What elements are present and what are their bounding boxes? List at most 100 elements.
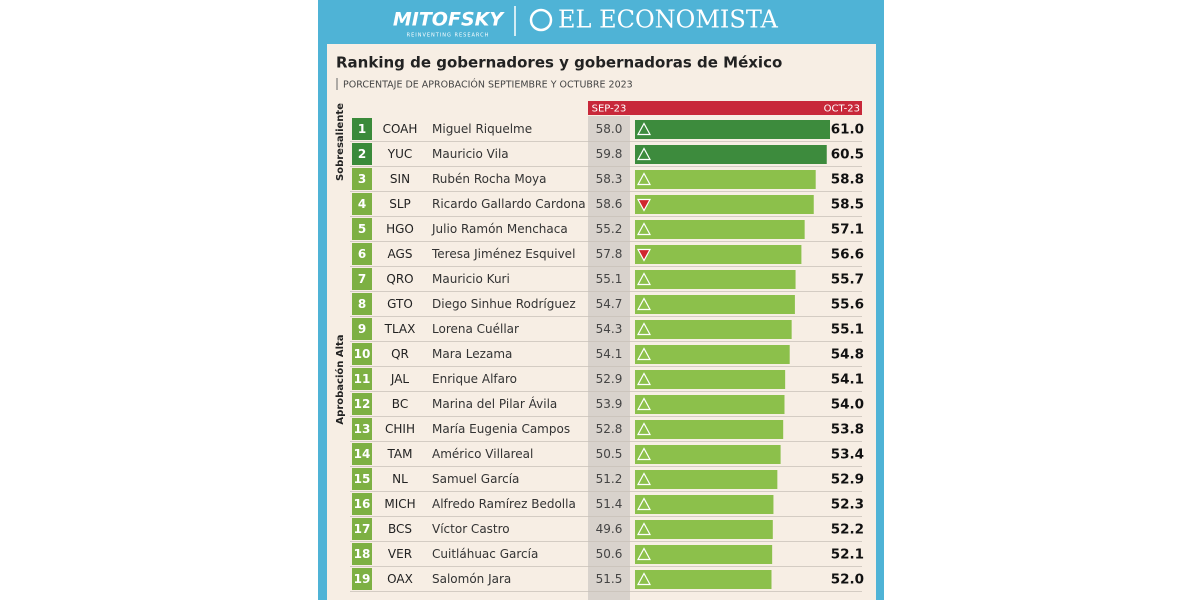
oct-bar: [635, 520, 773, 539]
governor-name: Samuel García: [432, 472, 519, 486]
oct-value: 58.5: [831, 197, 864, 213]
governor-name: Lorena Cuéllar: [432, 322, 519, 336]
sep-value: 51.5: [596, 572, 623, 586]
state: OAX: [387, 572, 413, 586]
rank-box: [352, 443, 372, 465]
governor-name: Mauricio Kuri: [432, 272, 510, 286]
rank: 6: [358, 247, 366, 261]
rank-box: [352, 168, 372, 190]
trend-arrow: [636, 472, 652, 486]
governor-name: Rubén Rocha Moya: [432, 172, 547, 186]
oct-bar: [635, 495, 774, 514]
trend-arrow: [636, 198, 652, 212]
trend-arrow: [636, 572, 652, 586]
oct-bar: [635, 395, 785, 414]
governor-name: Salomón Jara: [432, 572, 511, 586]
rank-box: [352, 493, 372, 515]
rank-box: [352, 118, 372, 140]
state: SLP: [389, 197, 411, 211]
trend-arrow: [636, 172, 652, 186]
trend-arrow: [636, 397, 652, 411]
sep-value: 52.9: [596, 372, 623, 386]
trend-arrow: [636, 372, 652, 386]
oct-bar: [635, 245, 802, 264]
oct-bar: [635, 470, 778, 489]
oct-bar: [635, 320, 792, 339]
state: SIN: [390, 172, 410, 186]
governor-name: Ricardo Gallardo Cardona: [432, 197, 586, 211]
col-oct: OCT-23: [824, 104, 860, 115]
rank-box: [352, 468, 372, 490]
state: BCS: [388, 522, 412, 536]
rank: 15: [354, 472, 371, 486]
rank-box: [352, 293, 372, 315]
col-sep: SEP-23: [592, 104, 627, 115]
oct-bar: [635, 220, 805, 239]
rank: 14: [354, 447, 371, 461]
oct-value: 54.1: [831, 372, 864, 388]
title: Ranking de gobernadores y gobernadoras d…: [336, 54, 782, 72]
trend-arrow: [636, 497, 652, 511]
sep-column-bg: [588, 116, 630, 600]
rank: 9: [358, 322, 366, 336]
oct-value: 54.0: [831, 397, 864, 413]
state: BC: [392, 397, 408, 411]
sep-value: 50.6: [596, 547, 623, 561]
trend-arrow: [636, 422, 652, 436]
rank: 7: [358, 272, 366, 286]
column-header-band: [588, 101, 862, 115]
rank: 1: [358, 122, 366, 136]
oct-value: 61.0: [831, 122, 864, 138]
sep-value: 58.0: [596, 122, 623, 136]
rank: 2: [358, 147, 366, 161]
trend-arrow: [636, 547, 652, 561]
governor-name: Diego Sinhue Rodríguez: [432, 297, 576, 311]
rank: 17: [354, 522, 371, 536]
sep-value: 55.1: [596, 272, 623, 286]
rank: 3: [358, 172, 366, 186]
state: VER: [388, 547, 412, 561]
oct-value: 53.8: [831, 422, 864, 438]
governor-name: María Eugenia Campos: [432, 422, 570, 436]
sep-value: 54.3: [596, 322, 623, 336]
rank-box: [352, 543, 372, 565]
state: TLAX: [384, 322, 416, 336]
trend-arrow: [636, 122, 652, 136]
oct-value: 52.1: [831, 547, 864, 563]
trend-arrow: [636, 147, 652, 161]
state: AGS: [388, 247, 413, 261]
oct-bar: [635, 170, 816, 189]
trend-arrow: [636, 272, 652, 286]
state: CHIH: [385, 422, 415, 436]
oct-bar: [635, 345, 790, 364]
rank: 19: [354, 572, 371, 586]
brand-right: EL ECONOMISTA: [558, 6, 779, 34]
group-label: Aprobación Alta: [334, 334, 346, 424]
oct-bar: [635, 445, 781, 464]
state: TAM: [387, 447, 413, 461]
governor-name: Mara Lezama: [432, 347, 512, 361]
rank: 10: [354, 347, 371, 361]
state: JAL: [390, 372, 410, 386]
oct-bar: [635, 120, 830, 139]
trend-arrow: [636, 522, 652, 536]
rank-box: [352, 518, 372, 540]
rank-box: [352, 343, 372, 365]
governor-name: Marina del Pilar Ávila: [432, 396, 557, 411]
sep-value: 51.2: [596, 472, 623, 486]
rank-box: [352, 268, 372, 290]
rank-box: [352, 368, 372, 390]
rank-box: [352, 568, 372, 590]
governor-name: Cuitláhuac García: [432, 547, 538, 561]
rank: 5: [358, 222, 366, 236]
state: QR: [391, 347, 409, 361]
rank: 8: [358, 297, 366, 311]
rank-box: [352, 218, 372, 240]
oct-bar: [635, 570, 772, 589]
oct-bar: [635, 270, 796, 289]
oct-value: 52.2: [831, 522, 864, 538]
rank-box: [352, 418, 372, 440]
governor-name: Julio Ramón Menchaca: [431, 222, 568, 236]
governor-name: Teresa Jiménez Esquivel: [431, 247, 575, 261]
